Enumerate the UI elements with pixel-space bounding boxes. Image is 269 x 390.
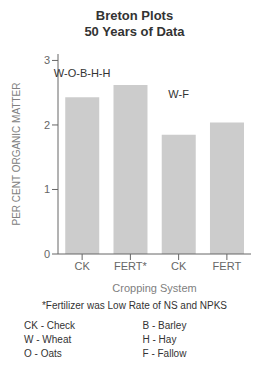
svg-text:PER CENT ORGANIC MATTER: PER CENT ORGANIC MATTER — [11, 83, 22, 226]
svg-text:Cropping System: Cropping System — [112, 282, 196, 294]
html-text:H - Hay: H - Hay — [142, 334, 177, 345]
svg-text:FERT: FERT — [213, 260, 242, 272]
html-text:CK - Check: CK - Check — [24, 320, 76, 331]
svg-text:W-O-B-H-H: W-O-B-H-H — [54, 67, 111, 79]
html-text:O - Oats: O - Oats — [24, 348, 62, 359]
html-text:*Fertilizer was Low Rate of NS: *Fertilizer was Low Rate of NS and NPKS — [42, 300, 227, 311]
html-text:W - Wheat: W - Wheat — [24, 334, 72, 345]
html-text:50 Years of Data: 50 Years of Data — [84, 24, 185, 39]
html-text:B - Barley: B - Barley — [142, 320, 187, 331]
html-text:F - Fallow: F - Fallow — [142, 348, 187, 359]
svg-text:W-F: W-F — [168, 88, 189, 100]
svg-text:2: 2 — [44, 119, 50, 131]
svg-text:FERT*: FERT* — [114, 260, 148, 272]
svg-text:CK: CK — [74, 260, 90, 272]
svg-text:3: 3 — [44, 54, 50, 66]
svg-text:CK: CK — [171, 260, 187, 272]
html-text:Breton Plots: Breton Plots — [95, 8, 174, 23]
svg-text:1: 1 — [44, 183, 50, 195]
svg-text:0: 0 — [44, 248, 50, 260]
